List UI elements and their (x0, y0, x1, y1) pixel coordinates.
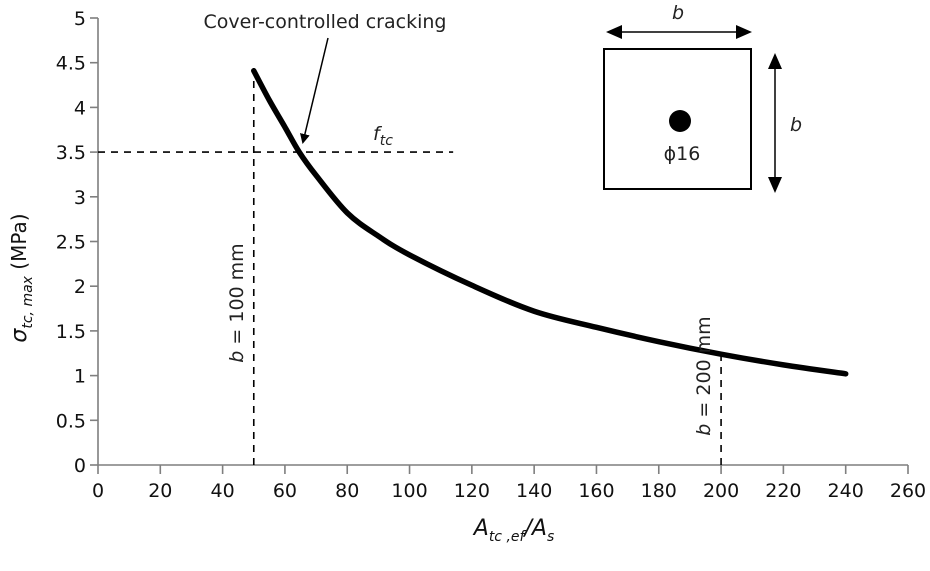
y-tick-label: 0 (74, 455, 86, 477)
y-tick-label: 3.5 (56, 142, 86, 164)
arrowhead-up-icon (768, 53, 782, 69)
y-tick-label: 3 (74, 187, 86, 209)
x-tick-label: 240 (828, 480, 864, 502)
cross-section-inset: ϕ16 b b (603, 2, 802, 193)
y-ticks: 0 0.5 1 1.5 2 2.5 3 3.5 4 4.5 5 (56, 8, 98, 477)
annotation-arrow (300, 37, 329, 144)
x-axis-label: Atc ,ef/As (472, 516, 554, 545)
annotation-cover-controlled-cracking: Cover-controlled cracking (204, 11, 447, 33)
x-tick-label: 120 (454, 480, 490, 502)
x-tick-label: 20 (148, 480, 172, 502)
x-tick-label: 160 (578, 480, 614, 502)
b200-label: b = 200 mm (693, 316, 715, 435)
x-tick-label: 140 (516, 480, 552, 502)
x-tick-label: 0 (92, 480, 104, 502)
y-tick-label: 2.5 (56, 232, 86, 254)
x-tick-label: 60 (273, 480, 297, 502)
x-tick-label: 180 (641, 480, 677, 502)
b100-label: b = 100 mm (226, 243, 248, 362)
y-tick-label: 2 (74, 276, 86, 298)
x-tick-label: 260 (890, 480, 926, 502)
x-tick-label: 220 (765, 480, 801, 502)
y-tick-label: 1 (74, 366, 86, 388)
x-ticks: 0 20 40 60 80 100 120 140 160 180 200 220 240 260 (92, 465, 926, 502)
x-tick-label: 80 (335, 480, 359, 502)
y-axis-label: σtc, max (MPa) (7, 213, 36, 342)
rebar-label: ϕ16 (664, 143, 701, 165)
height-label: b (790, 114, 802, 136)
axes: 0 0.5 1 1.5 2 2.5 3 3.5 4 4.5 5 0 20 40 60 80 100 120 140… (56, 8, 926, 502)
y-tick-label: 0.5 (56, 410, 86, 432)
y-tick-label: 5 (74, 8, 86, 30)
y-tick-label: 4.5 (56, 53, 86, 75)
x-tick-label: 100 (391, 480, 427, 502)
arrowhead-right-icon (736, 25, 752, 39)
x-tick-label: 40 (211, 480, 235, 502)
rebar-dot (669, 110, 691, 132)
arrowhead-down-icon (768, 177, 782, 193)
y-tick-label: 4 (74, 97, 86, 119)
y-tick-label: 1.5 (56, 321, 86, 343)
arrowhead-left-icon (606, 25, 622, 39)
width-label: b (672, 2, 684, 24)
ftc-label: ftc (373, 123, 393, 149)
x-tick-label: 200 (703, 480, 739, 502)
data-series-curve (251, 67, 849, 377)
reference-lines (98, 62, 722, 465)
